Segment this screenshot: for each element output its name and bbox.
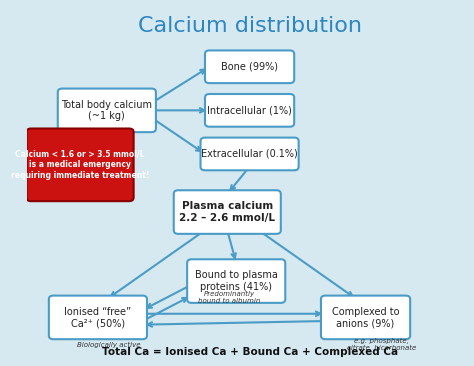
- Text: e.g. phosphate,
citrate, bicarbonate: e.g. phosphate, citrate, bicarbonate: [346, 338, 416, 351]
- Text: Bound to plasma
proteins (41%): Bound to plasma proteins (41%): [195, 270, 278, 292]
- Text: Total Ca = Ionised Ca + Bound Ca + Complexed Ca: Total Ca = Ionised Ca + Bound Ca + Compl…: [101, 347, 398, 357]
- Text: Calcium distribution: Calcium distribution: [137, 16, 362, 36]
- Text: Extracellular (0.1%): Extracellular (0.1%): [201, 149, 298, 159]
- FancyBboxPatch shape: [27, 128, 134, 201]
- Text: Plasma calcium
2.2 – 2.6 mmol/L: Plasma calcium 2.2 – 2.6 mmol/L: [179, 201, 275, 223]
- Text: Complexed to
anions (9%): Complexed to anions (9%): [332, 307, 399, 328]
- FancyBboxPatch shape: [205, 94, 294, 127]
- FancyBboxPatch shape: [321, 296, 410, 339]
- Text: Intracellular (1%): Intracellular (1%): [207, 105, 292, 115]
- Text: Biologically active: Biologically active: [77, 341, 141, 348]
- FancyBboxPatch shape: [49, 296, 147, 339]
- Text: Calcium < 1.6 or > 3.5 mmol/L
is a medical emergency
requiring immediate treatme: Calcium < 1.6 or > 3.5 mmol/L is a medic…: [11, 150, 149, 180]
- FancyBboxPatch shape: [201, 138, 299, 170]
- Text: Predominantly
bound to albumin: Predominantly bound to albumin: [198, 291, 261, 304]
- Text: Total body calcium
(~1 kg): Total body calcium (~1 kg): [61, 100, 152, 121]
- FancyBboxPatch shape: [174, 190, 281, 234]
- FancyBboxPatch shape: [187, 259, 285, 303]
- FancyBboxPatch shape: [58, 89, 156, 132]
- Text: Bone (99%): Bone (99%): [221, 62, 278, 72]
- Text: Ionised “free”
Ca²⁺ (50%): Ionised “free” Ca²⁺ (50%): [64, 307, 131, 328]
- FancyBboxPatch shape: [205, 51, 294, 83]
